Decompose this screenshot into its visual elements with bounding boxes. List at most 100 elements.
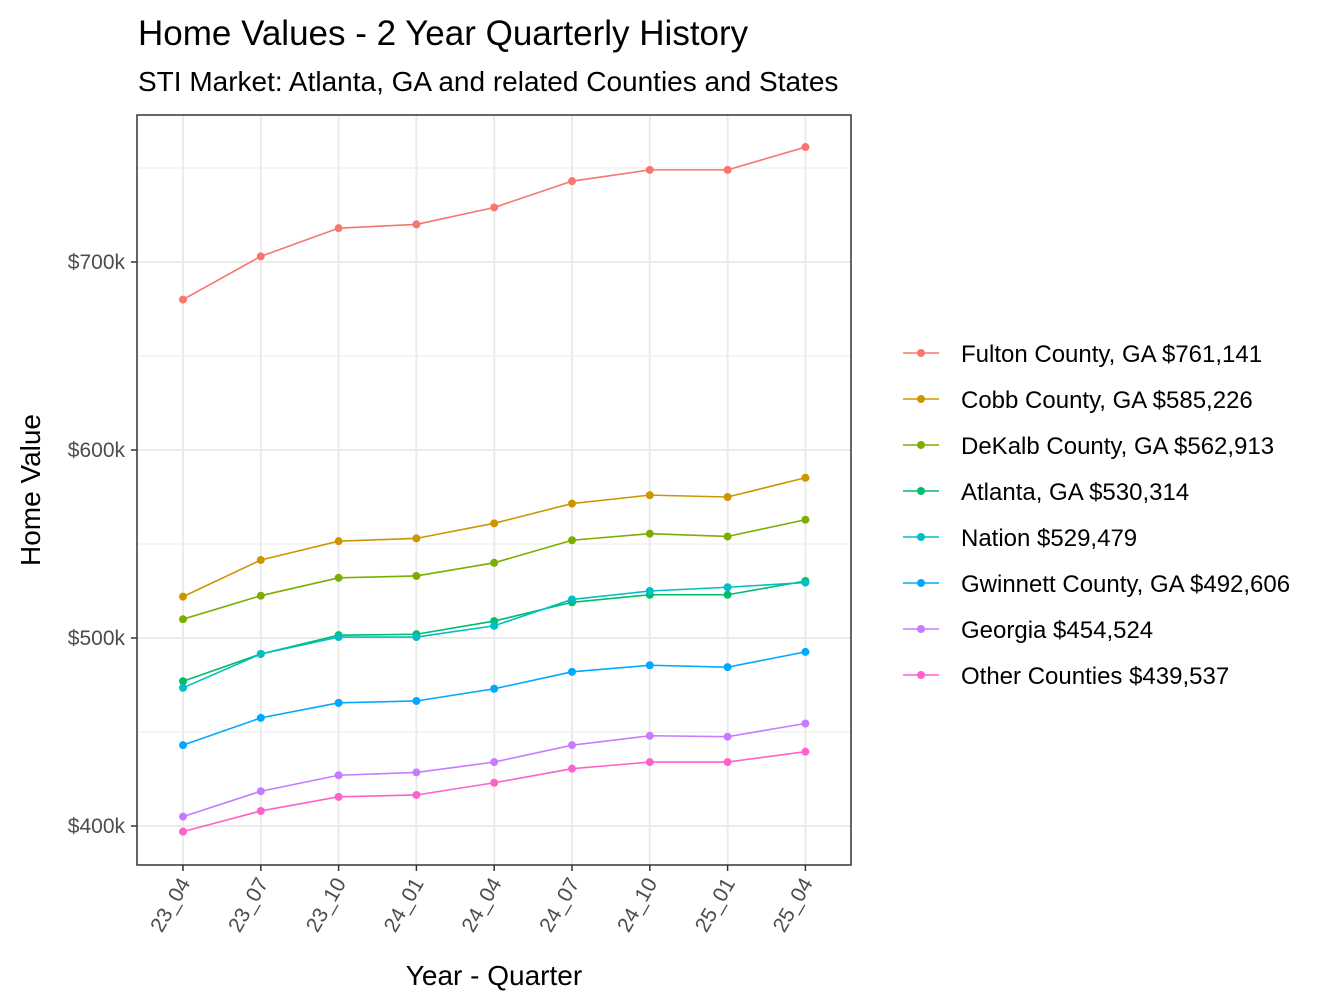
data-point <box>645 587 654 595</box>
y-axis-title: Home Value <box>15 414 46 566</box>
data-point <box>490 558 499 567</box>
data-point <box>645 529 654 538</box>
series-1 <box>179 473 810 601</box>
data-point <box>490 778 499 787</box>
x-tick-label: 23_10 <box>302 874 351 936</box>
data-point <box>723 493 732 501</box>
x-axis: 23_04 23_07 23_10 24_01 24_04 24_07 24_10 25_01… <box>146 865 818 936</box>
x-tick-label: 23_04 <box>146 874 195 936</box>
legend-point-key <box>917 671 925 679</box>
data-point <box>723 663 732 672</box>
data-point <box>256 806 265 815</box>
data-point <box>412 633 421 642</box>
series-2 <box>179 515 810 624</box>
x-tick-label: 24_01 <box>380 874 429 936</box>
data-point <box>801 515 810 524</box>
series-5 <box>179 647 810 750</box>
series-0 <box>179 143 810 304</box>
data-point <box>568 499 576 508</box>
legend-point-key <box>917 395 925 403</box>
chart-subtitle: STI Market: Atlanta, GA and related Coun… <box>138 66 838 97</box>
data-point <box>723 583 732 592</box>
data-point <box>568 177 576 186</box>
data-point <box>645 165 654 174</box>
series-layer <box>179 143 810 836</box>
legend-label: Nation $529,479 <box>961 525 1137 552</box>
legend-item: Cobb County, GA $585,226 <box>903 387 1253 414</box>
data-point <box>256 787 265 796</box>
data-point <box>490 203 499 212</box>
x-tick-label: 24_10 <box>613 874 662 936</box>
data-point <box>412 534 421 543</box>
legend-item: DeKalb County, GA $562,913 <box>903 433 1274 460</box>
data-point <box>334 792 343 801</box>
data-point <box>568 595 576 604</box>
data-point <box>645 491 654 500</box>
data-point <box>490 621 499 630</box>
data-point <box>179 677 187 686</box>
legend-point-key <box>917 487 925 495</box>
x-tick-label: 24_04 <box>457 874 506 936</box>
y-tick-label: $700k <box>68 251 126 274</box>
legend: Fulton County, GA $761,141 Cobb County, G… <box>903 341 1290 690</box>
data-point <box>723 758 732 767</box>
y-tick-label: $400k <box>68 815 126 838</box>
chart-title: Home Values - 2 Year Quarterly History <box>138 14 749 53</box>
data-point <box>723 590 732 599</box>
data-point <box>412 790 421 799</box>
legend-item: Atlanta, GA $530,314 <box>903 479 1189 506</box>
legend-point-key <box>917 441 925 449</box>
y-axis: $400k $500k $600k $700k <box>68 251 137 838</box>
data-point <box>645 758 654 767</box>
data-point <box>334 573 343 582</box>
series-6 <box>179 719 810 821</box>
data-point <box>801 143 810 152</box>
data-point <box>490 758 499 767</box>
legend-label: Atlanta, GA $530,314 <box>961 479 1189 506</box>
data-point <box>334 633 343 642</box>
legend-label: Fulton County, GA $761,141 <box>961 341 1262 368</box>
data-point <box>801 473 810 482</box>
x-tick-label: 23_07 <box>224 874 273 936</box>
data-point <box>412 696 421 705</box>
data-point <box>179 741 187 750</box>
data-point <box>568 741 576 750</box>
data-point <box>801 647 810 656</box>
data-point <box>412 768 421 777</box>
y-tick-label: $500k <box>68 627 126 650</box>
data-point <box>801 719 810 728</box>
legend-point-key <box>917 533 925 541</box>
series-4 <box>179 578 810 692</box>
legend-item: Nation $529,479 <box>903 525 1137 552</box>
data-point <box>412 571 421 580</box>
x-tick-label: 24_07 <box>535 874 584 936</box>
legend-item: Other Counties $439,537 <box>903 663 1229 690</box>
data-point <box>179 592 187 601</box>
data-point <box>801 578 810 587</box>
data-point <box>256 713 265 722</box>
legend-label: Gwinnett County, GA $492,606 <box>961 571 1290 598</box>
legend-point-key <box>917 625 925 633</box>
data-point <box>179 812 187 821</box>
data-point <box>490 684 499 693</box>
data-point <box>256 649 265 658</box>
legend-label: Other Counties $439,537 <box>961 663 1229 690</box>
data-point <box>568 764 576 773</box>
data-point <box>723 532 732 541</box>
data-point <box>801 747 810 756</box>
data-point <box>179 683 187 692</box>
data-point <box>256 252 265 261</box>
legend-item: Gwinnett County, GA $492,606 <box>903 571 1290 598</box>
x-axis-title: Year - Quarter <box>406 960 582 991</box>
legend-label: Georgia $454,524 <box>961 617 1153 644</box>
legend-label: Cobb County, GA $585,226 <box>961 387 1253 414</box>
x-tick-label: 25_01 <box>691 874 740 936</box>
grid-lines <box>137 115 851 865</box>
data-point <box>490 519 499 528</box>
data-point <box>334 698 343 707</box>
data-point <box>334 537 343 546</box>
legend-point-key <box>917 349 925 357</box>
data-point <box>568 667 576 676</box>
data-point <box>256 591 265 600</box>
